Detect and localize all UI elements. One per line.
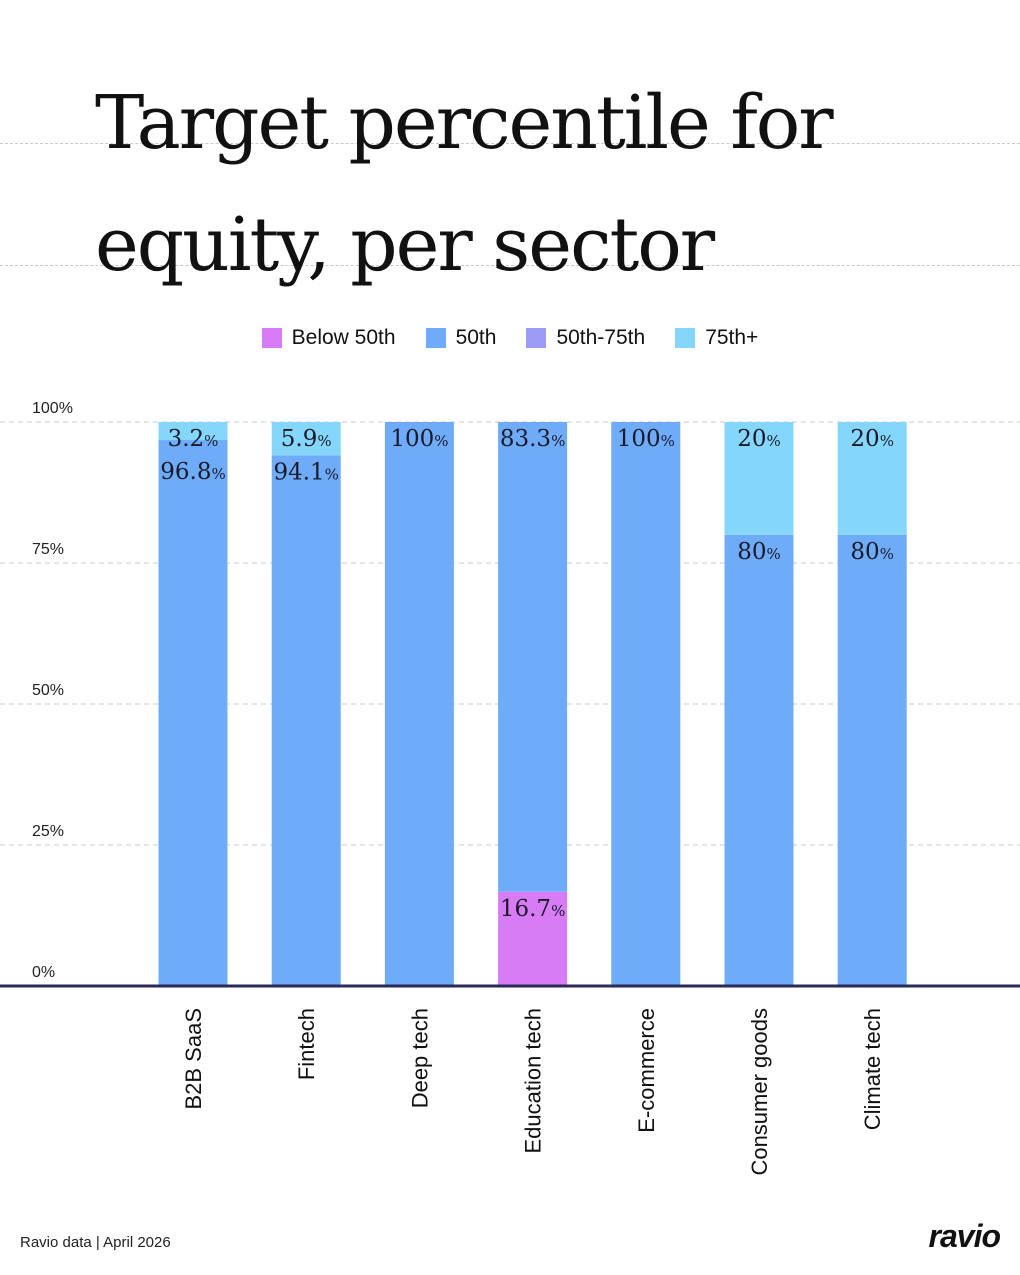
- legend-swatch: [526, 328, 547, 348]
- y-tick-label: 0%: [32, 964, 55, 981]
- bar-segment: [498, 891, 568, 986]
- x-tick-label: Education tech: [521, 1008, 546, 1154]
- bar-segment: [498, 422, 568, 892]
- bar-segment: [384, 422, 454, 986]
- bar-segment: [611, 422, 681, 986]
- legend-swatch: [261, 328, 282, 348]
- bar-segment: [271, 455, 341, 986]
- legend-item: 50th-75th: [526, 326, 645, 350]
- x-tick-label: E-commerce: [634, 1008, 659, 1133]
- data-label: 94.1%: [273, 459, 338, 485]
- bar-segment: [837, 422, 907, 535]
- chart-title: Target percentile for equity, per sector: [95, 80, 834, 288]
- y-tick-label: 100%: [32, 400, 73, 417]
- data-label: 83.3%: [500, 426, 565, 452]
- legend: Below 50th 50th 50th-75th 75th+: [0, 326, 1020, 350]
- data-label: 16.7%: [500, 896, 565, 922]
- data-label: 3.2%: [168, 426, 219, 452]
- data-label: 80%: [737, 539, 781, 565]
- legend-label: 75th+: [705, 326, 759, 349]
- bar-segment: [837, 534, 907, 986]
- chart-plot: 0% 25% 50% 75% 100% 3.2% 96.8% B2B SaaS 5.9% 94.1…: [0, 400, 1020, 1176]
- legend-swatch: [425, 328, 446, 348]
- legend-item: 75th+: [675, 326, 758, 350]
- legend-item: Below 50th: [261, 326, 396, 350]
- data-label: 80%: [850, 539, 894, 565]
- x-tick-label: Deep tech: [407, 1008, 432, 1108]
- data-label: 20%: [850, 426, 894, 452]
- y-tick-label: 50%: [32, 682, 64, 699]
- footer-date: April 2026: [103, 1234, 171, 1251]
- x-tick-label: Climate tech: [860, 1008, 885, 1130]
- legend-item: 50th: [425, 326, 497, 350]
- legend-label: Below 50th: [291, 326, 396, 349]
- data-label: 20%: [737, 426, 781, 452]
- title-rule: [0, 265, 1020, 266]
- data-label: 96.8%: [160, 459, 225, 485]
- bar-segment: [271, 422, 341, 456]
- data-label: 100%: [617, 426, 675, 452]
- footer-source: Ravio data: [20, 1234, 92, 1251]
- x-tick-label: Fintech: [294, 1008, 319, 1080]
- legend-label: 50th: [455, 326, 497, 349]
- data-label: 100%: [390, 426, 448, 452]
- legend-swatch: [675, 328, 696, 348]
- legend-label: 50th-75th: [556, 326, 646, 349]
- x-tick-label: B2B SaaS: [181, 1008, 206, 1110]
- x-tick-label: Consumer goods: [747, 1008, 772, 1176]
- bar-segment: [158, 422, 228, 441]
- bar-segment: [724, 422, 794, 535]
- ravio-logo: ravio: [928, 1218, 1001, 1254]
- bar-segment: [724, 534, 794, 986]
- footer: Ravio data | April 2026: [20, 1234, 171, 1251]
- bar-segment: [158, 440, 228, 987]
- title-rule: [0, 143, 1020, 144]
- y-tick-label: 75%: [32, 541, 64, 558]
- footer-separator: |: [95, 1234, 100, 1251]
- y-tick-label: 25%: [32, 823, 64, 840]
- data-label: 5.9%: [281, 426, 332, 452]
